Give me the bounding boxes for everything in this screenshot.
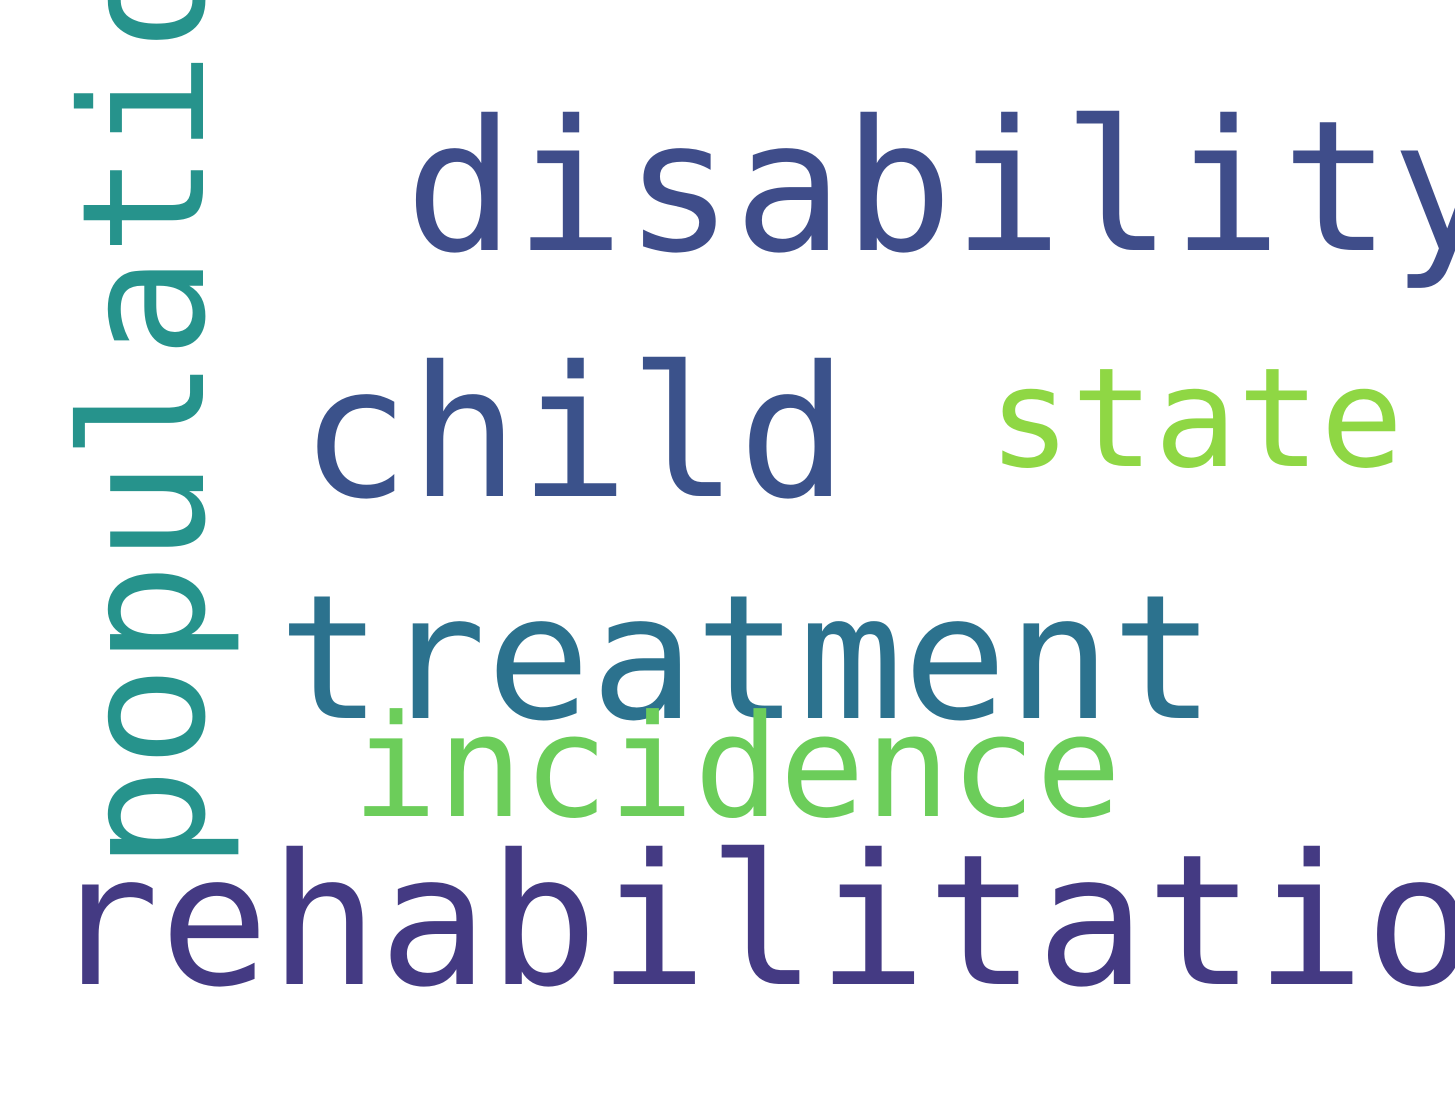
word-population: population [46,0,244,870]
word-rehabilitation: rehabilitation [50,815,1455,1027]
word-child: child [300,327,848,539]
word-state: state [988,338,1404,499]
word-incidence: incidence [352,685,1122,850]
word-treatment: treatment [278,557,1216,759]
word-disability: disability [405,81,1455,293]
